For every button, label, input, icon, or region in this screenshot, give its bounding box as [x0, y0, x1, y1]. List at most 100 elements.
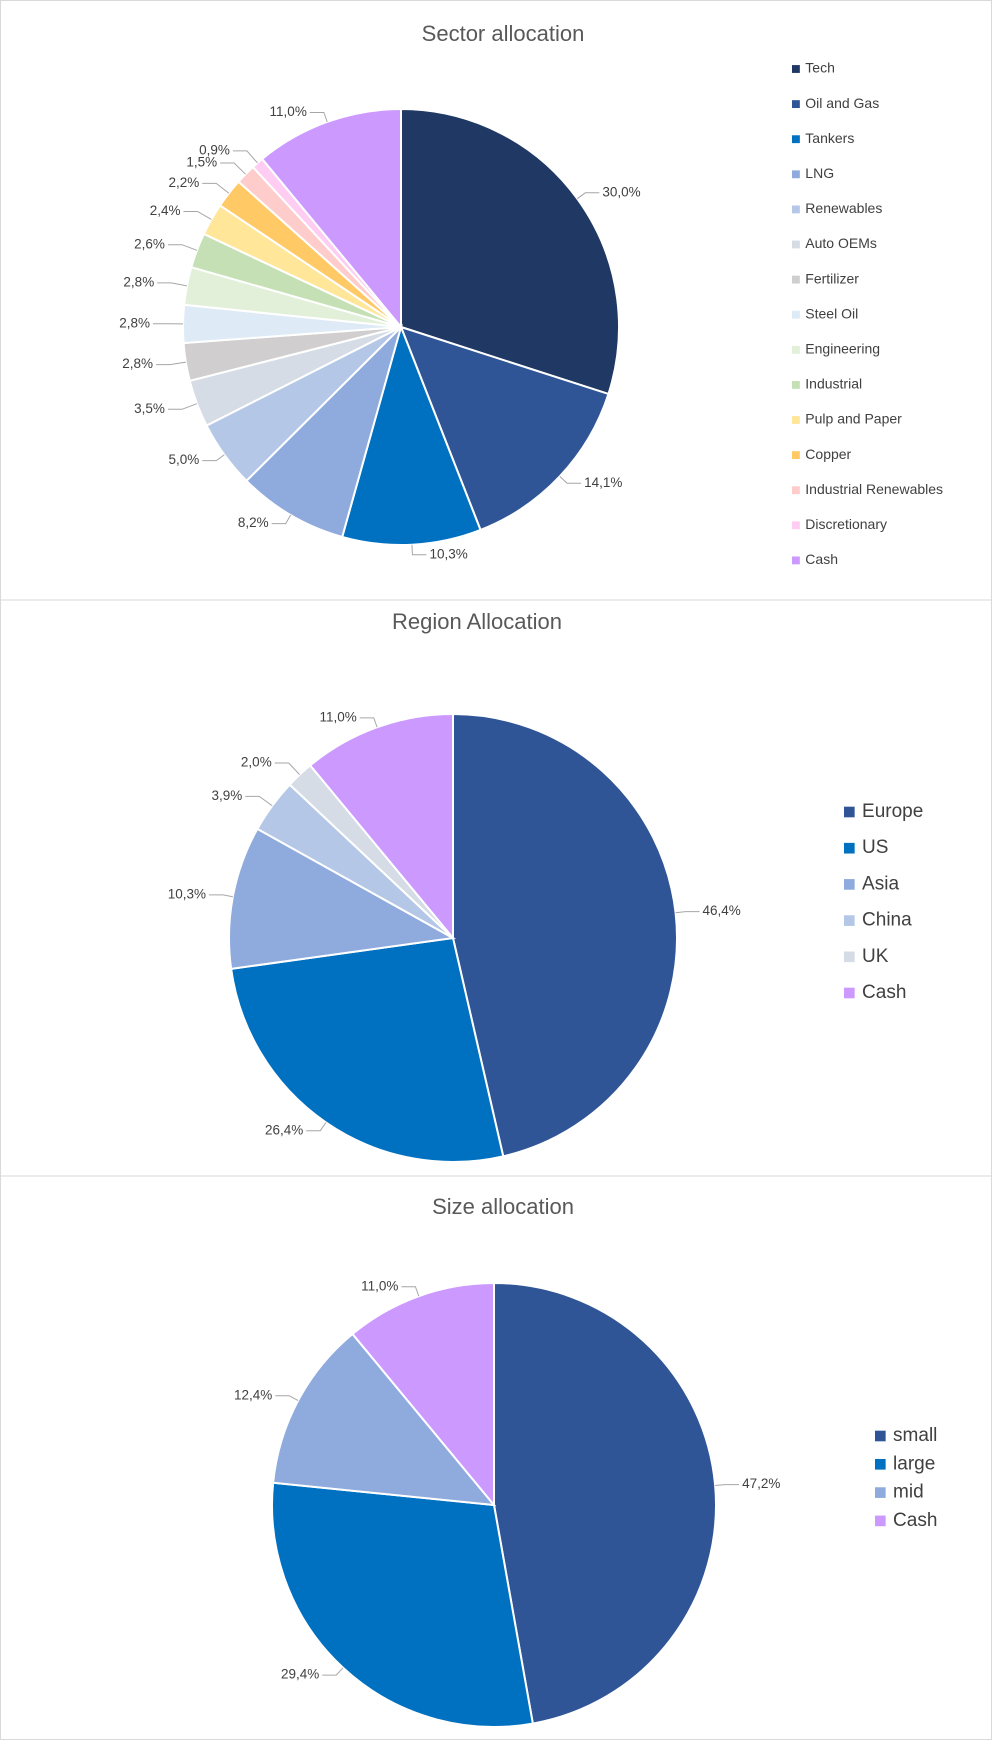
legend-swatch: [844, 842, 855, 854]
data-label: 12,4%: [234, 1387, 272, 1402]
data-label: 26,4%: [265, 1122, 303, 1137]
legend-swatch: [875, 1487, 886, 1498]
leader-line: [167, 403, 198, 410]
legend-label: Engineering: [805, 341, 880, 357]
leader-line: [157, 282, 188, 287]
leader-line: [220, 162, 246, 175]
data-label: 2,6%: [134, 236, 165, 251]
data-label: 29,4%: [281, 1667, 319, 1682]
chart-title: Sector allocation: [422, 21, 585, 46]
data-label: 46,4%: [703, 903, 741, 918]
leader-line: [306, 1122, 327, 1132]
leader-line: [232, 150, 258, 164]
pie-slice: [272, 1332, 497, 1507]
legend-swatch: [792, 521, 800, 530]
leader-line: [167, 244, 198, 251]
data-label: 2,4%: [150, 203, 181, 218]
pie-slice: [351, 1281, 495, 1508]
data-label: 11,0%: [319, 709, 356, 724]
legend-label: Tankers: [805, 130, 854, 146]
leader-line: [209, 894, 233, 898]
legend-label: Renewables: [805, 200, 882, 216]
data-label: 3,5%: [134, 401, 165, 416]
data-label: 2,0%: [241, 755, 272, 770]
legend-label: Cash: [805, 551, 838, 567]
leader-line: [715, 1484, 740, 1486]
legend-swatch: [844, 951, 855, 963]
legend-swatch: [844, 806, 855, 818]
data-label: 2,8%: [122, 356, 153, 371]
pie-slice: [230, 936, 505, 1163]
data-label: 30,0%: [602, 184, 640, 199]
legend-label: US: [862, 837, 888, 858]
leader-line: [359, 717, 378, 728]
legend-label: Industrial: [805, 376, 862, 392]
data-label: 8,2%: [238, 515, 269, 530]
legend-swatch: [875, 1458, 886, 1470]
data-label: 47,2%: [742, 1476, 780, 1491]
data-label: 1,5%: [186, 155, 217, 170]
legend-swatch: [792, 275, 800, 284]
legend-label: Fertilizer: [805, 270, 859, 286]
legend-label: Copper: [805, 446, 851, 462]
legend-label: Pulp and Paper: [805, 411, 902, 427]
data-label: 5,0%: [168, 452, 199, 467]
leader-line: [309, 111, 328, 123]
legend-label: China: [862, 910, 912, 931]
legend-label: Tech: [805, 60, 835, 76]
leader-line: [183, 210, 212, 220]
leader-line: [245, 795, 273, 807]
legend-swatch: [792, 170, 800, 179]
leader-line: [559, 475, 582, 484]
leader-line: [675, 911, 700, 914]
legend-swatch: [844, 915, 855, 926]
data-label: 0,9%: [199, 142, 230, 157]
legend-label: UK: [862, 946, 889, 967]
data-label: 14,1%: [584, 475, 622, 490]
legend-label: small: [893, 1425, 937, 1446]
data-label: 2,2%: [168, 175, 199, 190]
data-label: 10,3%: [429, 546, 467, 561]
chart-title: Region Allocation: [392, 609, 562, 634]
legend-swatch: [792, 416, 800, 424]
leader-line: [275, 1395, 299, 1401]
pie-slice: [271, 1481, 535, 1728]
pie-slice: [452, 712, 678, 1158]
leader-line: [274, 762, 301, 776]
legend-swatch: [792, 310, 800, 319]
leader-line: [156, 361, 186, 366]
leader-line: [401, 1286, 420, 1297]
data-label: 10,3%: [168, 886, 206, 901]
legend-label: Auto OEMs: [805, 235, 877, 251]
legend-swatch: [844, 879, 855, 890]
leader-line: [202, 454, 225, 462]
legend-swatch: [792, 240, 800, 249]
data-label: 11,0%: [270, 104, 307, 119]
legend-label: Industrial Renewables: [805, 481, 943, 497]
legend-swatch: [792, 486, 800, 495]
legend-label: Steel Oil: [805, 305, 858, 321]
data-label: 11,0%: [361, 1278, 398, 1293]
leader-line: [322, 1667, 344, 1676]
legend-swatch: [792, 100, 800, 109]
legend-swatch: [792, 380, 800, 389]
data-label: 3,9%: [211, 788, 242, 803]
legend-swatch: [792, 451, 800, 460]
pie-slice: [399, 325, 610, 532]
leader-line: [202, 182, 230, 194]
legend-label: Asia: [862, 873, 899, 894]
legend-label: mid: [893, 1482, 924, 1503]
leader-line: [576, 192, 600, 200]
chart-title: Size allocation: [432, 1194, 574, 1219]
pie-slice: [228, 827, 457, 970]
data-label: 2,8%: [123, 274, 154, 289]
legend-swatch: [792, 345, 800, 354]
pie-slice: [308, 712, 454, 941]
legend-label: Oil and Gas: [805, 95, 879, 111]
leader-line: [271, 514, 292, 525]
legend-swatch: [792, 65, 800, 73]
pie-slice: [260, 107, 402, 330]
legend-swatch: [844, 987, 855, 999]
legend-label: large: [893, 1453, 935, 1474]
